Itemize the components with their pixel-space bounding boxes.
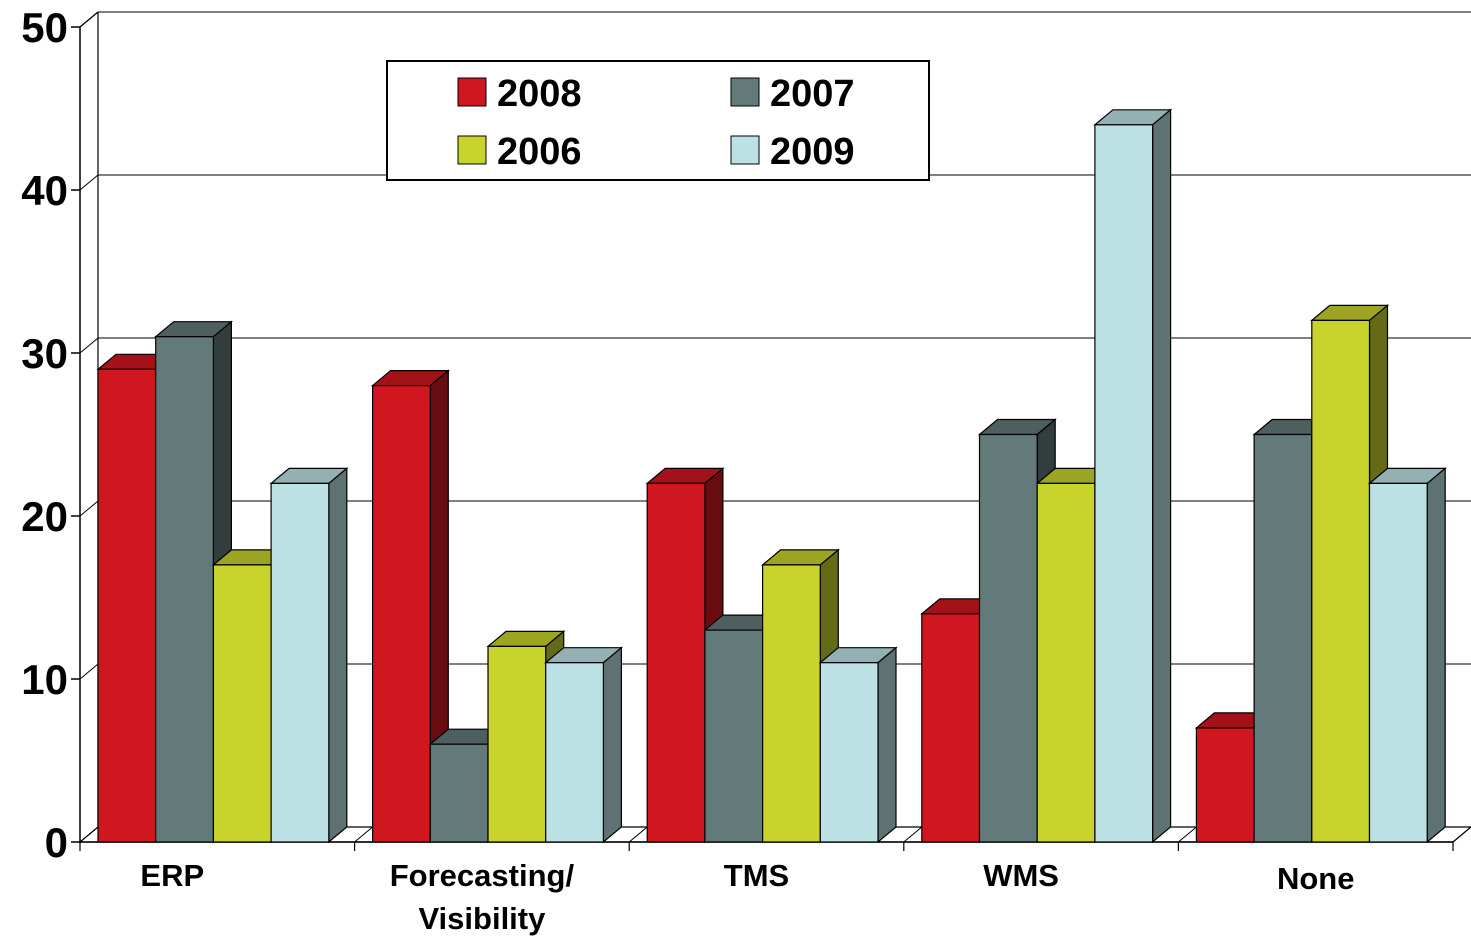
legend-swatch bbox=[730, 135, 760, 165]
floor-tick bbox=[79, 826, 99, 843]
bar-front bbox=[155, 336, 214, 843]
bar-front bbox=[545, 662, 605, 843]
legend-item-2008: 2008 bbox=[457, 73, 582, 115]
bar-front bbox=[704, 629, 764, 843]
bar-2009-2 bbox=[818, 646, 898, 844]
bar-front bbox=[1195, 727, 1255, 843]
bar-front bbox=[1368, 482, 1428, 843]
x-category-label: Visibility bbox=[418, 901, 546, 936]
bar-front bbox=[372, 385, 431, 843]
bar-side bbox=[1426, 467, 1446, 844]
gridline-side bbox=[79, 174, 99, 191]
legend-swatch bbox=[730, 77, 760, 107]
bar-side bbox=[877, 646, 897, 844]
legend-label: 2008 bbox=[497, 73, 582, 115]
bar-2009-1 bbox=[544, 646, 624, 844]
floor-tick bbox=[354, 826, 373, 843]
legend-label: 2009 bbox=[770, 131, 855, 173]
bar-side bbox=[1151, 108, 1172, 844]
bar-front bbox=[1311, 319, 1371, 843]
x-category-label: None bbox=[1277, 861, 1355, 896]
bar-front bbox=[1036, 482, 1096, 843]
bar-front bbox=[1253, 433, 1313, 843]
legend-item-2007: 2007 bbox=[730, 73, 855, 115]
bar-front bbox=[761, 564, 821, 843]
bar-side bbox=[602, 646, 623, 844]
x-category-label: TMS bbox=[724, 858, 789, 893]
bar-2009-3 bbox=[1093, 108, 1173, 844]
y-tick-label: 10 bbox=[21, 656, 68, 703]
bar-front bbox=[646, 482, 706, 843]
bar-front bbox=[819, 662, 879, 843]
bar-front bbox=[1094, 124, 1154, 843]
bar-2009-4 bbox=[1367, 467, 1447, 844]
legend-label: 2006 bbox=[497, 131, 582, 173]
legend-swatch bbox=[457, 135, 487, 165]
y-tick-label: 20 bbox=[21, 493, 68, 540]
legend-label: 2007 bbox=[770, 73, 855, 115]
floor-tick bbox=[1452, 826, 1471, 843]
floor-tick bbox=[1178, 826, 1197, 843]
bar-front bbox=[97, 368, 157, 843]
bar-front bbox=[270, 482, 330, 843]
x-category-label: WMS bbox=[983, 858, 1059, 893]
wall-edge bbox=[79, 11, 99, 28]
legend-item-2006: 2006 bbox=[457, 131, 582, 173]
y-tick-label: 30 bbox=[21, 330, 68, 377]
gridline-side bbox=[79, 337, 99, 354]
bar-front bbox=[978, 433, 1038, 843]
y-tick-label: 50 bbox=[21, 4, 68, 51]
legend: 2008 2007 2006 2009 bbox=[386, 60, 930, 181]
gridline-side bbox=[79, 500, 99, 517]
bar-front bbox=[212, 564, 272, 843]
bar-2008-1 bbox=[370, 369, 450, 844]
x-category-label: Forecasting/ bbox=[390, 858, 575, 893]
y-axis-tick-labels: 0 10 20 30 40 50 bbox=[21, 4, 68, 866]
bar-front bbox=[487, 645, 547, 843]
bar-front bbox=[921, 613, 981, 843]
y-tick-label: 40 bbox=[21, 167, 68, 214]
gridline-side bbox=[79, 663, 99, 680]
x-category-label: ERP bbox=[140, 858, 204, 893]
x-axis-category-labels: ERP Forecasting/Visibility TMS WMS None bbox=[140, 858, 1354, 936]
floor-tick bbox=[903, 826, 923, 843]
bars bbox=[96, 108, 1447, 844]
bar-2009-0 bbox=[269, 467, 349, 844]
floor-tick bbox=[628, 826, 648, 843]
y-tick-label: 0 bbox=[45, 819, 68, 866]
bar-front bbox=[429, 743, 489, 843]
bar-side bbox=[328, 467, 348, 844]
legend-swatch bbox=[457, 77, 487, 107]
legend-item-2009: 2009 bbox=[730, 131, 855, 173]
